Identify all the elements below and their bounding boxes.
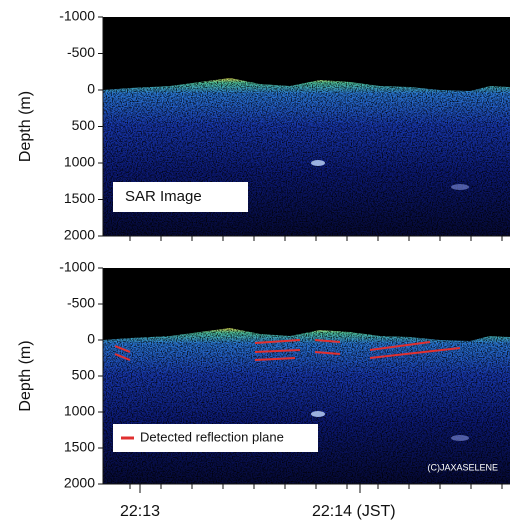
reflection-plane: [369, 347, 461, 359]
bright-spot: [451, 184, 469, 190]
reflection-plane: [314, 339, 341, 343]
y-tick-label: 500: [72, 117, 96, 133]
y-tick-label: -1000: [59, 8, 95, 24]
legend-label: Detected reflection plane: [140, 429, 284, 444]
reflection-plane: [114, 353, 131, 361]
y-tick-label: -500: [67, 44, 95, 60]
reflection-plane: [254, 339, 301, 344]
y-tick-label: -500: [67, 295, 95, 311]
y-tick-label: 0: [87, 331, 95, 347]
y-axis-label: Depth (m): [17, 91, 34, 162]
y-tick-label: 500: [72, 367, 96, 383]
y-tick-label: 1500: [64, 439, 95, 455]
credit: (C)JAXASELENE: [427, 462, 498, 472]
y-tick-label: 1000: [64, 154, 95, 170]
y-tick-label: -1000: [59, 259, 95, 275]
bright-spot: [451, 435, 469, 441]
y-tick-label: 1500: [64, 190, 95, 206]
reflection-plane: [369, 341, 431, 351]
y-tick-label: 1000: [64, 403, 95, 419]
bright-spot: [311, 411, 325, 417]
annotation: SAR Image: [125, 188, 202, 205]
bright-spot: [311, 160, 325, 166]
y-tick-label: 0: [87, 81, 95, 97]
speckle-noise: [103, 326, 510, 484]
y-axis-label: Depth (m): [17, 340, 34, 411]
y-tick-label: 2000: [64, 475, 95, 491]
reflection-plane: [114, 345, 131, 353]
legend-box: [113, 424, 318, 452]
reflection-plane: [314, 351, 341, 355]
x-tick-label: 22:13: [120, 503, 160, 520]
x-tick-label: 22:14 (JST): [312, 503, 396, 520]
reflection-plane: [254, 357, 296, 361]
annotation-box: [113, 182, 248, 212]
y-tick-label: 2000: [64, 227, 95, 243]
reflection-plane: [254, 349, 301, 353]
